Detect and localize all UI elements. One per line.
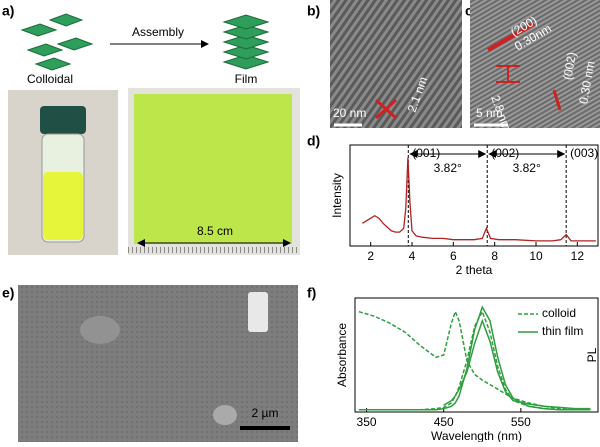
spacing-label: 3.82° <box>434 161 462 175</box>
caption: (002) <box>560 51 579 81</box>
x-tick-label: 450 <box>434 415 454 429</box>
x-axis-label: Wavelength (nm) <box>431 429 522 442</box>
x-tick-label: 4 <box>409 249 416 263</box>
panel-label: e) <box>2 285 14 301</box>
caption: 2 µm <box>252 406 279 420</box>
caption: Colloidal <box>27 72 73 86</box>
particle <box>213 405 237 425</box>
plot-frame <box>349 144 599 247</box>
hrtem-image <box>470 0 600 128</box>
caption: 20 nm <box>333 106 366 120</box>
peak-label: (003) <box>570 146 598 160</box>
vial-liquid <box>43 172 83 240</box>
stack-icon <box>222 14 270 70</box>
particle <box>248 292 268 332</box>
legend-label: thin film <box>542 324 583 338</box>
film <box>134 94 292 244</box>
panel-label: a) <box>2 3 14 19</box>
caption: 8.5 cm <box>197 224 233 238</box>
tem-image <box>330 0 462 128</box>
x-tick-label: 8 <box>491 249 498 263</box>
y-axis-label: Absorbance <box>335 323 349 387</box>
spacing-label: 3.82° <box>513 161 541 175</box>
panel-label: b) <box>307 3 320 19</box>
data-line <box>443 318 591 410</box>
plot-frame <box>354 297 599 413</box>
marker <box>487 22 535 52</box>
marker <box>496 65 520 83</box>
y2-axis-label: PL <box>585 347 599 362</box>
peak-label: (002) <box>491 146 519 160</box>
x-tick-label: 550 <box>511 415 531 429</box>
caption: Assembly <box>132 25 184 39</box>
data-line <box>358 305 591 411</box>
vial-cap <box>40 106 86 134</box>
panel-label: f) <box>307 285 316 301</box>
y-axis-label: Intensity <box>330 173 344 218</box>
x-tick-label: 6 <box>450 249 457 263</box>
panel-label: d) <box>307 133 320 149</box>
marker <box>552 89 562 111</box>
x-tick-label: 10 <box>529 249 543 263</box>
peak-label: (001) <box>412 146 440 160</box>
legend-label: colloid <box>542 306 576 320</box>
x-tick-label: 2 <box>367 249 374 263</box>
x-tick-label: 12 <box>571 249 585 263</box>
plates-icon <box>20 13 94 71</box>
caption: 5 nm <box>476 106 503 120</box>
caption: Film <box>235 72 258 86</box>
x-tick-label: 350 <box>357 415 377 429</box>
particle <box>80 316 120 344</box>
marker <box>374 98 398 120</box>
x-axis-label: 2 theta <box>456 263 493 277</box>
data-line <box>362 157 596 242</box>
